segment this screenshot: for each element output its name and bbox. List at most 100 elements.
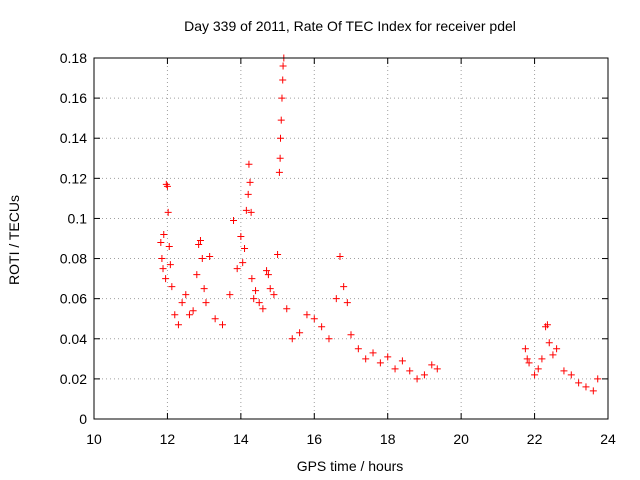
ticks: 0 0.02 0.04 0.06 0.08 0.1 0.12 0.14 0.16 0.18 10 12… bbox=[60, 50, 616, 447]
data-point bbox=[178, 299, 186, 307]
data-point bbox=[196, 237, 204, 245]
data-point bbox=[543, 321, 551, 329]
data-point bbox=[545, 339, 553, 347]
data-point bbox=[270, 291, 278, 299]
data-point bbox=[164, 208, 172, 216]
data-point bbox=[336, 253, 344, 261]
data-point bbox=[247, 208, 255, 216]
x-tick-label: 10 bbox=[86, 431, 102, 447]
data-point bbox=[202, 299, 210, 307]
x-axis-label: GPS time / hours bbox=[297, 458, 404, 474]
data-point bbox=[157, 239, 165, 247]
y-tick-label: 0.16 bbox=[60, 90, 87, 106]
data-point bbox=[200, 285, 208, 293]
data-point bbox=[241, 245, 249, 253]
data-point bbox=[185, 311, 193, 319]
y-tick-label: 0 bbox=[79, 411, 87, 427]
data-point bbox=[275, 168, 283, 176]
data-point bbox=[343, 299, 351, 307]
data-point bbox=[255, 299, 263, 307]
data-point bbox=[384, 353, 392, 361]
data-point bbox=[278, 94, 286, 102]
y-tick-label: 0.06 bbox=[60, 291, 87, 307]
chart-title: Day 339 of 2011, Rate Of TEC Index for r… bbox=[184, 18, 516, 34]
data-point bbox=[521, 345, 529, 353]
data-point bbox=[245, 160, 253, 168]
data-point bbox=[433, 365, 441, 373]
data-point bbox=[594, 375, 602, 383]
data-point bbox=[523, 355, 531, 363]
data-point bbox=[163, 182, 171, 190]
data-point bbox=[162, 275, 170, 283]
data-point bbox=[165, 243, 173, 251]
data-point bbox=[420, 371, 428, 379]
plot-frame bbox=[93, 57, 609, 420]
data-point bbox=[195, 241, 203, 249]
x-tick-label: 18 bbox=[380, 431, 396, 447]
x-tick-label: 14 bbox=[233, 431, 249, 447]
data-point bbox=[193, 271, 201, 279]
data-point bbox=[276, 154, 284, 162]
data-point bbox=[391, 365, 399, 373]
data-point bbox=[252, 287, 260, 295]
data-point bbox=[239, 259, 247, 267]
y-tick-label: 0.18 bbox=[60, 50, 87, 66]
data-point bbox=[589, 387, 597, 395]
data-point bbox=[264, 271, 272, 279]
x-tick-label: 12 bbox=[160, 431, 176, 447]
data-points bbox=[157, 54, 602, 395]
data-point bbox=[332, 295, 340, 303]
y-tick-label: 0.1 bbox=[68, 210, 88, 226]
data-point bbox=[158, 255, 166, 263]
data-point bbox=[159, 265, 167, 273]
data-point bbox=[244, 190, 252, 198]
data-point bbox=[369, 349, 377, 357]
data-point bbox=[428, 361, 436, 369]
data-point bbox=[582, 383, 590, 391]
data-point bbox=[263, 267, 271, 275]
data-point bbox=[347, 331, 355, 339]
data-point bbox=[277, 134, 285, 142]
y-tick-label: 0.04 bbox=[60, 331, 87, 347]
x-tick-label: 22 bbox=[527, 431, 543, 447]
data-point bbox=[575, 379, 583, 387]
data-point bbox=[266, 285, 274, 293]
data-point bbox=[242, 206, 250, 214]
data-point bbox=[211, 315, 219, 323]
data-point bbox=[310, 315, 318, 323]
data-point bbox=[553, 345, 561, 353]
data-point bbox=[250, 295, 258, 303]
data-point bbox=[567, 371, 575, 379]
data-point bbox=[406, 367, 414, 375]
y-tick-label: 0.08 bbox=[60, 251, 87, 267]
data-point bbox=[226, 291, 234, 299]
data-point bbox=[362, 355, 370, 363]
data-point bbox=[237, 232, 245, 240]
data-point bbox=[538, 355, 546, 363]
data-point bbox=[198, 255, 206, 263]
data-point bbox=[189, 307, 197, 315]
data-point bbox=[206, 253, 214, 261]
data-point bbox=[283, 305, 291, 313]
data-point bbox=[413, 375, 421, 383]
data-point bbox=[277, 116, 285, 124]
data-point bbox=[340, 283, 348, 291]
data-point bbox=[296, 329, 304, 337]
data-point bbox=[560, 367, 568, 375]
data-point bbox=[174, 321, 182, 329]
data-point bbox=[531, 371, 539, 379]
data-point bbox=[325, 335, 333, 343]
data-point bbox=[219, 321, 226, 329]
data-point bbox=[318, 323, 326, 331]
data-point bbox=[248, 275, 256, 283]
data-point bbox=[288, 335, 296, 343]
data-point bbox=[259, 305, 267, 313]
data-point bbox=[160, 230, 168, 238]
y-tick-label: 0.14 bbox=[60, 130, 87, 146]
data-point bbox=[230, 216, 238, 224]
data-point bbox=[171, 311, 179, 319]
data-point bbox=[525, 359, 533, 367]
data-point bbox=[279, 76, 287, 84]
